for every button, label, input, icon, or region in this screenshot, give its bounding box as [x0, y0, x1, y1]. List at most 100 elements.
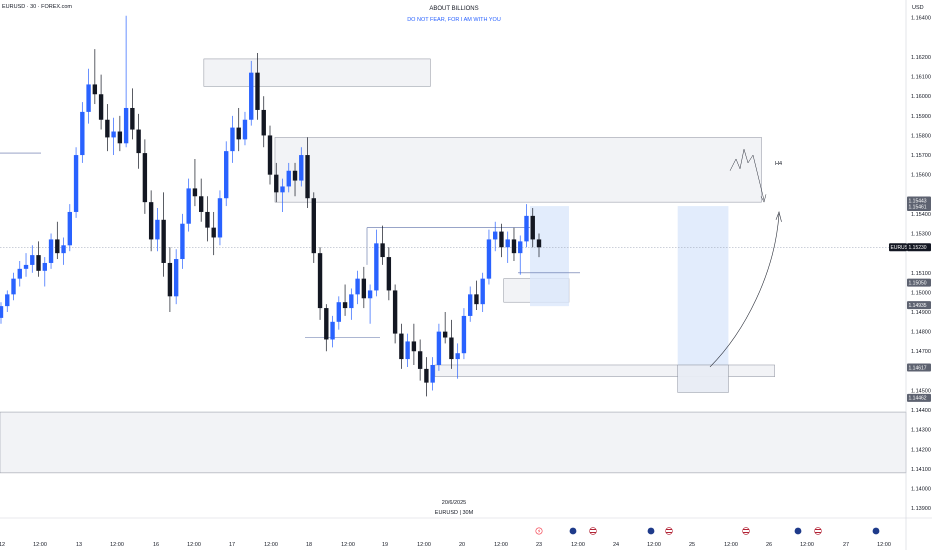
- us-flag-stripe-icon: [590, 532, 596, 533]
- candle-body: [524, 215, 529, 242]
- symbol-info: EURUSD · 30 · FOREX.com: [2, 4, 72, 10]
- time-tick-label: 25: [689, 542, 695, 548]
- candle-body: [11, 278, 16, 295]
- candle-body: [261, 109, 266, 136]
- projection-arrow-icon: [775, 210, 782, 222]
- price-tick-label: 1.14500: [911, 388, 931, 394]
- price-tick-label: 1.14700: [911, 349, 931, 355]
- supply-demand-zone: [434, 364, 775, 377]
- price-tick-label: 1.14000: [911, 487, 931, 493]
- us-flag-icon[interactable]: [742, 527, 750, 535]
- candle-body: [98, 94, 104, 120]
- footer-date: 20/6/2025: [442, 500, 466, 506]
- supply-demand-zone: [0, 411, 907, 474]
- price-tick-label: 1.15100: [911, 271, 931, 277]
- candle-body: [505, 239, 510, 248]
- us-flag-stripe-icon: [743, 529, 749, 530]
- candle-body: [324, 308, 329, 340]
- candle-body: [155, 219, 160, 240]
- time-tick-label: 12:00: [264, 542, 278, 548]
- time-tick-label: 17: [229, 542, 235, 548]
- price-label-text: 1.14935: [909, 303, 927, 309]
- structure-lines: [0, 152, 580, 338]
- candle-body: [386, 257, 392, 291]
- candle-body: [67, 211, 73, 246]
- candle-body: [5, 294, 10, 307]
- price-label-badge: [907, 278, 931, 287]
- candle-body: [30, 255, 35, 265]
- candle-body: [530, 215, 535, 240]
- candle-body: [518, 241, 523, 254]
- candle-body: [180, 223, 185, 260]
- candle-body: [242, 119, 248, 140]
- candle-body: [349, 294, 354, 309]
- eu-flag-icon[interactable]: [794, 527, 802, 535]
- eu-flag-icon[interactable]: [647, 527, 655, 535]
- candle-body: [286, 170, 291, 187]
- time-tick-label: 12:00: [187, 542, 201, 548]
- projection-layer: H4: [709, 149, 782, 368]
- price-tick-label: 1.15800: [911, 133, 931, 139]
- candle-body: [367, 290, 373, 299]
- eu-flag-icon[interactable]: [569, 527, 577, 535]
- candle-body: [111, 131, 116, 138]
- candle-body: [236, 127, 241, 140]
- candles-layer: [0, 15, 542, 397]
- time-tick-label: 12:00: [417, 542, 431, 548]
- time-tick-label: 12:00: [571, 542, 585, 548]
- price-axis[interactable]: 1.16400 1.16200 1.16100 1.16000 1.15900 1.158…: [911, 16, 931, 512]
- projection-arc: [709, 213, 780, 368]
- price-label-text: 1.14617: [909, 365, 927, 371]
- candle-body: [167, 262, 173, 297]
- candle-body: [23, 264, 29, 269]
- price-tick-label: 1.13900: [911, 506, 931, 512]
- time-axis[interactable]: 12 12:00 13 12:00 16 12:00 17 12:00 18 12:00 19 12:…: [0, 542, 891, 548]
- candle-body: [198, 196, 204, 212]
- price-tick-label: 1.15900: [911, 114, 931, 120]
- currency-label: USD: [912, 5, 924, 11]
- candle-body: [442, 331, 448, 338]
- candle-body: [461, 315, 467, 354]
- price-tick-label: 1.15300: [911, 232, 931, 238]
- us-flag-icon[interactable]: [665, 527, 673, 535]
- time-tick-label: 12:00: [494, 542, 508, 548]
- time-tick-label: 12:00: [33, 542, 47, 548]
- candle-body: [361, 278, 367, 299]
- candle-body: [311, 198, 316, 254]
- candle-body: [392, 290, 398, 334]
- event-icons: [535, 527, 880, 535]
- price-label-text: 1.15230: [909, 245, 927, 251]
- chart-subtitle: DO NOT FEAR, FOR I AM WITH YOU: [407, 17, 501, 23]
- flash-glyph-icon: [538, 528, 541, 534]
- us-flag-icon[interactable]: [589, 527, 597, 535]
- eu-flag-icon[interactable]: [872, 527, 880, 535]
- price-tick-label: 1.15700: [911, 153, 931, 159]
- candle-body: [48, 239, 54, 263]
- candle-body: [211, 227, 216, 238]
- price-label-badge: [907, 196, 931, 205]
- candle-body: [130, 107, 135, 130]
- time-tick-label: 12:00: [877, 542, 891, 548]
- candle-body: [123, 107, 129, 144]
- time-tick-label: 20: [459, 542, 465, 548]
- price-tick-label: 1.15600: [911, 173, 931, 179]
- candle-body: [136, 129, 141, 154]
- price-label-badge: [889, 243, 907, 252]
- time-tick-label: 27: [843, 542, 849, 548]
- price-tick-label: 1.14100: [911, 467, 931, 473]
- candle-body: [292, 170, 298, 181]
- price-tick-label: 1.16400: [911, 16, 931, 22]
- candle-body: [449, 337, 454, 360]
- candle-body: [186, 188, 191, 224]
- supply-demand-zone: [677, 364, 729, 393]
- candle-body: [86, 84, 91, 112]
- target-zone: [677, 206, 729, 393]
- zigzag-arrow-icon: [760, 194, 767, 203]
- zones-layer: [0, 58, 907, 474]
- time-tick-label: 12:00: [341, 542, 355, 548]
- time-tick-label: 19: [382, 542, 388, 548]
- candle-body: [474, 294, 479, 305]
- us-flag-icon[interactable]: [814, 527, 822, 535]
- price-tick-label: 1.15400: [911, 212, 931, 218]
